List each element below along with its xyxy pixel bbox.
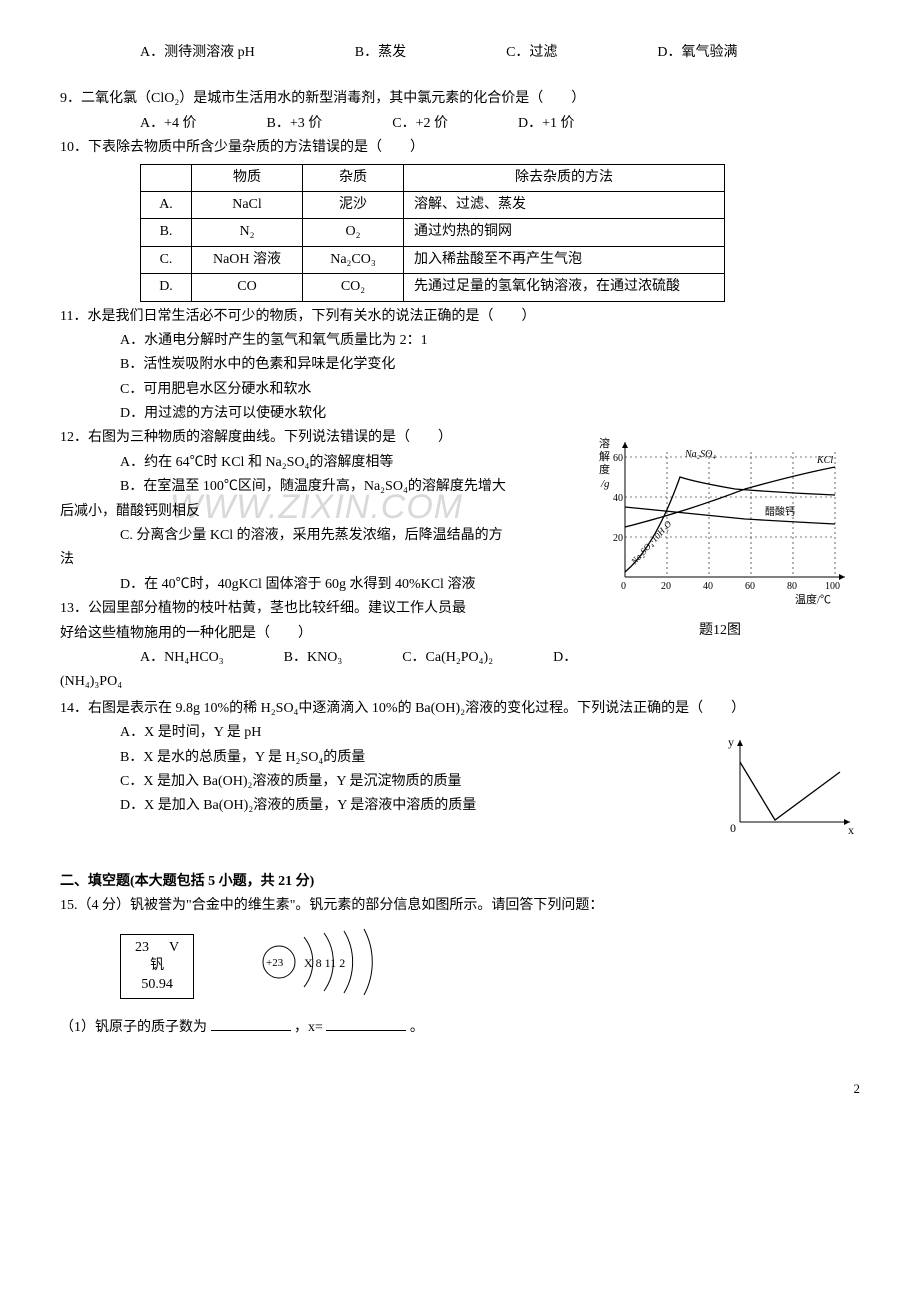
- cell: NaOH 溶液: [192, 246, 303, 273]
- q13-optD2: (NH₄)₃PO₄: [60, 671, 860, 693]
- svg-text:溶: 溶: [599, 436, 610, 450]
- q15-figures: 23 V 钒 50.94 +23 X 8 11 2: [120, 927, 860, 1005]
- q15-sub1: （1）钒原子的质子数为 ，x= 。: [60, 1016, 860, 1039]
- blank-x: [326, 1016, 406, 1031]
- q13-optB: B．KNO₃: [284, 647, 343, 669]
- svg-text:Na₂SO₄: Na₂SO₄: [684, 449, 716, 460]
- svg-text:解: 解: [599, 449, 610, 463]
- q15-stem: 15.（4 分）钒被誉为"合金中的维生素"。钒元素的部分信息如图所示。请回答下列…: [60, 895, 860, 917]
- q8-optA: A．测待测溶液 pH: [140, 42, 255, 64]
- q10-table: 物质 杂质 除去杂质的方法 A.NaCl泥沙溶解、过滤、蒸发 B.N₂O₂通过灼…: [140, 164, 725, 302]
- q15-sub1-c: 。: [410, 1020, 424, 1035]
- q11-optA: A．水通电分解时产生的氢气和氧气质量比为 2：1: [120, 330, 860, 352]
- svg-text:60: 60: [613, 453, 623, 464]
- cell: CO₂: [303, 274, 404, 301]
- cell: 泥沙: [303, 191, 404, 218]
- q11-optC: C．可用肥皂水区分硬水和软水: [120, 379, 860, 401]
- q10-h2: 杂质: [303, 164, 404, 191]
- svg-text:温度/℃: 温度/℃: [795, 592, 831, 606]
- cell: 先通过足量的氢氧化钠溶液，在通过浓硫酸: [404, 274, 725, 301]
- q12-caption: 题12图: [580, 620, 860, 642]
- section2-heading: 二、填空题(本大题包括 5 小题，共 21 分): [60, 871, 860, 893]
- svg-text:0: 0: [730, 821, 736, 835]
- blank-protons: [211, 1016, 291, 1031]
- svg-text:20: 20: [613, 533, 623, 544]
- page-number: 2: [60, 1079, 860, 1100]
- svg-text:KCl: KCl: [816, 455, 833, 466]
- svg-text:X 8 11 2: X 8 11 2: [304, 956, 345, 970]
- q10-h3: 除去杂质的方法: [404, 164, 725, 191]
- q13-optA: A．NH₄HCO₃: [140, 647, 224, 669]
- q9-stem: 9．二氧化氯（ClO₂）是城市生活用水的新型消毒剂，其中氯元素的化合价是（ ）: [60, 88, 860, 110]
- q14-graph: y x 0: [720, 732, 860, 850]
- q9-optD: D．+1 价: [518, 113, 575, 135]
- cell: C.: [141, 246, 192, 273]
- cell: 溶解、过滤、蒸发: [404, 191, 725, 218]
- cell: 通过灼热的铜网: [404, 219, 725, 246]
- elem-sym: V: [169, 939, 179, 957]
- svg-text:80: 80: [787, 581, 797, 592]
- q11-stem: 11．水是我们日常生活必不可少的物质，下列有关水的说法正确的是（ ）: [60, 306, 860, 328]
- q13-optC: C．Ca(H₂PO₄)₂: [402, 647, 493, 669]
- element-tile: 23 V 钒 50.94: [120, 934, 194, 999]
- svg-text:0: 0: [621, 581, 626, 592]
- svg-text:y: y: [728, 735, 734, 749]
- cell: N₂: [192, 219, 303, 246]
- svg-text:度: 度: [599, 462, 610, 476]
- q12-chart: 溶 解 度 /g 60 40 20 0 20 40 60 80 100 温度/℃…: [580, 427, 860, 642]
- svg-text:20: 20: [661, 581, 671, 592]
- q8-optD: D．氧气验满: [657, 42, 737, 64]
- q10-h1: 物质: [192, 164, 303, 191]
- q11-optD: D．用过滤的方法可以使硬水软化: [120, 403, 860, 425]
- q14-stem: 14．右图是表示在 9.8g 10%的稀 H₂SO₄中逐滴滴入 10%的 Ba(…: [60, 698, 860, 720]
- q9-optA: A．+4 价: [140, 113, 197, 135]
- q10-stem: 10．下表除去物质中所含少量杂质的方法错误的是（ ）: [60, 137, 860, 159]
- cell: A.: [141, 191, 192, 218]
- q10-h0: [141, 164, 192, 191]
- q9-options: A．+4 价 B．+3 价 C．+2 价 D．+1 价: [140, 113, 860, 135]
- q15-sub1-a: （1）钒原子的质子数为: [60, 1020, 207, 1035]
- cell: Na₂CO₃: [303, 246, 404, 273]
- cell: O₂: [303, 219, 404, 246]
- cell: B.: [141, 219, 192, 246]
- q8-options: A．测待测溶液 pH B．蒸发 C．过滤 D．氧气验满: [140, 42, 860, 64]
- svg-text:40: 40: [613, 493, 623, 504]
- q13-options: A．NH₄HCO₃ B．KNO₃ C．Ca(H₂PO₄)₂ D．: [140, 647, 860, 669]
- svg-text:+23: +23: [266, 957, 284, 969]
- cell: NaCl: [192, 191, 303, 218]
- svg-text:x: x: [848, 823, 854, 837]
- elem-mass: 50.94: [135, 976, 179, 994]
- q8-optC: C．过滤: [506, 42, 557, 64]
- elem-num: 23: [135, 939, 149, 957]
- q15-sub1-b: ，x=: [294, 1020, 323, 1035]
- cell: D.: [141, 274, 192, 301]
- cell: 加入稀盐酸至不再产生气泡: [404, 246, 725, 273]
- q11-optB: B．活性炭吸附水中的色素和异味是化学变化: [120, 354, 860, 376]
- q9-optC: C．+2 价: [392, 113, 448, 135]
- svg-text:100: 100: [825, 581, 840, 592]
- q9-optB: B．+3 价: [267, 113, 323, 135]
- svg-text:60: 60: [745, 581, 755, 592]
- cell: CO: [192, 274, 303, 301]
- svg-text:40: 40: [703, 581, 713, 592]
- elem-name: 钒: [135, 957, 179, 975]
- q8-optB: B．蒸发: [355, 42, 406, 64]
- q13-optD: D．: [553, 647, 577, 669]
- shell-diagram: +23 X 8 11 2: [254, 927, 414, 1005]
- svg-text:/g: /g: [600, 478, 610, 490]
- svg-text:醋酸钙: 醋酸钙: [765, 505, 795, 518]
